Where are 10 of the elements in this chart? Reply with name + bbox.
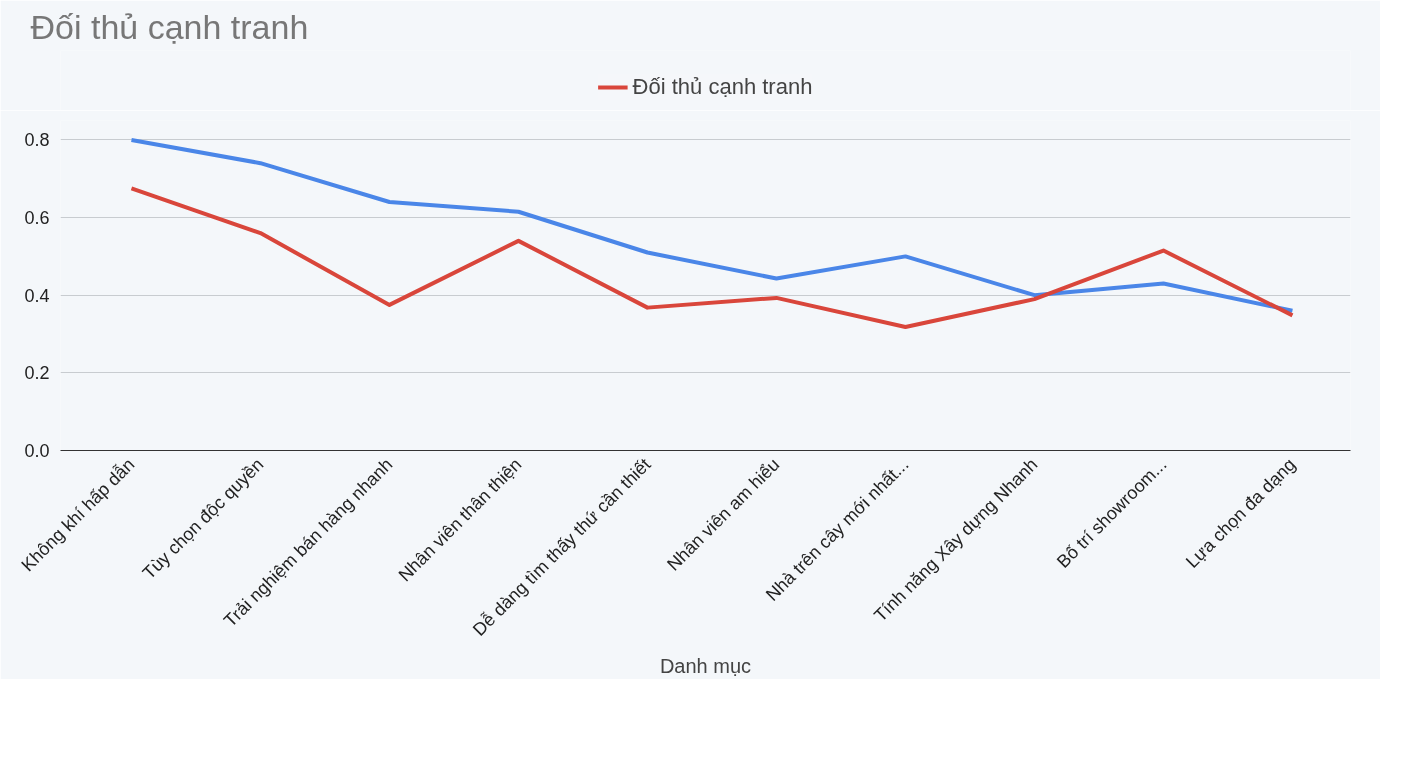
chart-title: Đối thủ cạnh tranh	[30, 7, 309, 46]
y-tick-label: 0.8	[24, 130, 50, 151]
line-series	[129, 137, 1295, 313]
y-tick-label: 0.4	[24, 285, 50, 306]
line-series	[129, 186, 1295, 330]
y-tick-label: 0.2	[24, 363, 50, 384]
y-tick-label: 0.6	[24, 208, 50, 229]
x-axis-title: Danh mục	[659, 654, 752, 677]
legend-label: Đối thủ cạnh tranh	[632, 74, 813, 100]
y-tick-label: 0.0	[24, 441, 50, 461]
